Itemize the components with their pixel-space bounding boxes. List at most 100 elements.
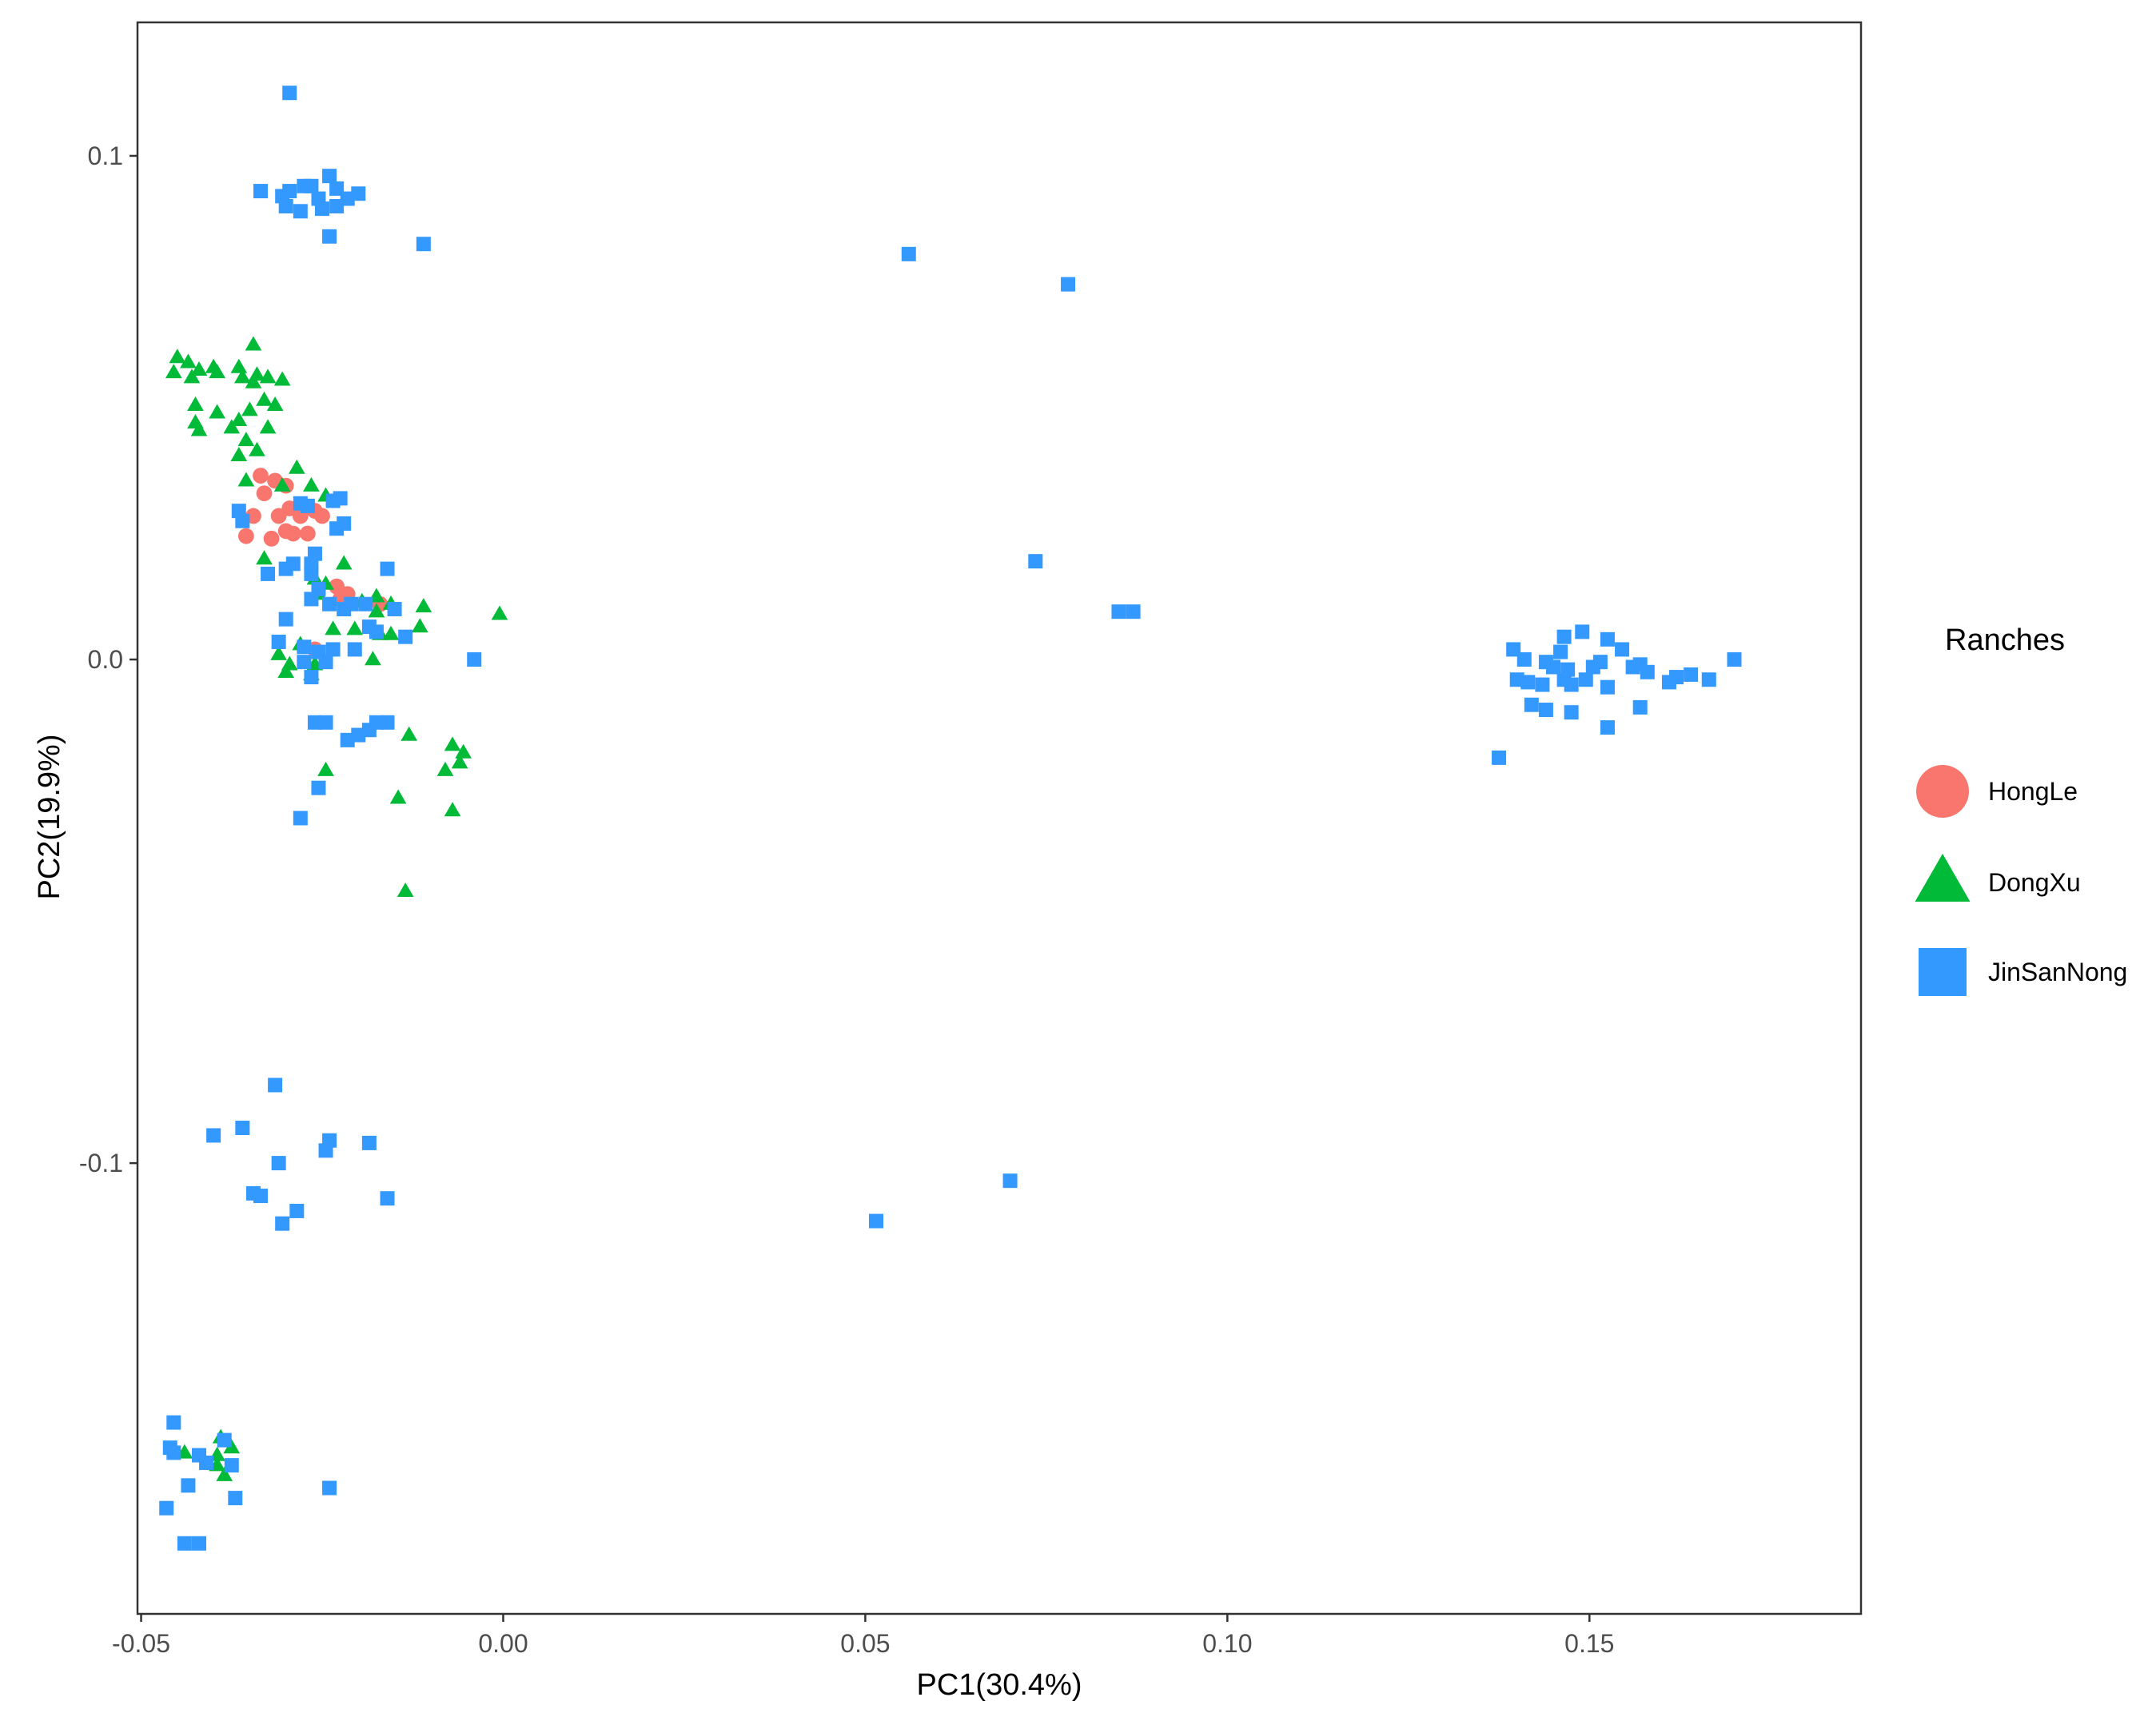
jinsannong-point [253, 1189, 268, 1204]
jinsannong-point [192, 1536, 206, 1551]
dongxu-point [190, 361, 208, 376]
jinsannong-point [275, 1216, 290, 1231]
legend-entries: HongLe DongXu JinSanNong [1915, 765, 2127, 996]
dongxu-point [273, 476, 291, 492]
dongxu-point [190, 421, 208, 436]
legend-key-hongle [1916, 765, 1969, 818]
jinsannong-point [351, 727, 366, 743]
jinsannong-point [351, 186, 366, 201]
hongle-point [314, 508, 330, 524]
dongxu-point [259, 368, 277, 384]
jinsannong-point [282, 86, 297, 101]
dongxu-point [187, 396, 204, 412]
jinsannong-point [1553, 644, 1568, 659]
jinsannong-point [1535, 677, 1550, 692]
dongxu-point [209, 404, 225, 419]
jinsannong-point [282, 184, 297, 199]
jinsannong-point [1640, 664, 1655, 679]
legend-title: Ranches [1945, 623, 2065, 657]
jinsannong-point [322, 1480, 337, 1496]
jinsannong-point [1669, 670, 1684, 685]
jinsannong-point [380, 1191, 395, 1206]
jinsannong-point [380, 715, 395, 730]
jinsannong-point [361, 723, 377, 738]
dongxu-point [444, 802, 461, 817]
jinsannong-point [361, 1135, 377, 1150]
legend-label-jinsannong: JinSanNong [1988, 958, 2127, 986]
points-layer [159, 86, 1742, 1551]
y-axis-title: PC2(19.9%) [33, 735, 66, 900]
dongxu-point [237, 472, 255, 487]
dongxu-point [273, 371, 291, 386]
jinsannong-point [315, 201, 329, 217]
jinsannong-point [235, 513, 250, 528]
dongxu-point [368, 603, 385, 618]
dongxu-point [303, 476, 320, 492]
dongxu-point [346, 620, 364, 635]
jinsannong-point [380, 561, 395, 576]
jinsannong-point [340, 191, 355, 206]
dongxu-point [180, 353, 197, 368]
dongxu-point [365, 651, 381, 666]
dongxu-point [259, 419, 277, 434]
jinsannong-point [159, 1500, 174, 1516]
x-tick-label: 0.00 [478, 1629, 528, 1658]
jinsannong-point [1632, 699, 1648, 715]
legend-label-dongxu: DongXu [1988, 868, 2081, 897]
jinsannong-point [1600, 631, 1615, 647]
jinsannong-point [304, 556, 319, 572]
jinsannong-point [278, 198, 293, 213]
jinsannong-point [297, 655, 312, 670]
jinsannong-point [398, 629, 413, 644]
jinsannong-point [1520, 675, 1536, 690]
jinsannong-point [347, 642, 362, 657]
x-tick-label: -0.05 [112, 1629, 170, 1658]
jinsannong-point [199, 1455, 214, 1470]
jinsannong-point [1028, 554, 1043, 569]
jinsannong-point [416, 237, 431, 252]
jinsannong-point [311, 780, 326, 795]
jinsannong-point [322, 169, 337, 184]
jinsannong-point [329, 181, 345, 196]
jinsannong-point [358, 596, 373, 612]
jinsannong-point [1538, 703, 1553, 718]
jinsannong-point [235, 1120, 250, 1135]
jinsannong-point [333, 491, 348, 506]
jinsannong-point [322, 596, 337, 612]
x-tick-label: 0.05 [840, 1629, 890, 1658]
dongxu-point [288, 459, 305, 474]
jinsannong-point [278, 612, 293, 627]
jinsannong-point [387, 602, 402, 617]
jinsannong-point [271, 634, 286, 649]
jinsannong-point [322, 229, 337, 244]
jinsannong-point [217, 1432, 232, 1448]
jinsannong-point [304, 670, 319, 685]
jinsannong-point [325, 642, 341, 657]
jinsannong-point [467, 652, 482, 667]
dongxu-point [237, 432, 255, 447]
jinsannong-point [166, 1415, 181, 1430]
dongxu-point [455, 743, 472, 759]
dongxu-point [325, 620, 341, 635]
jinsannong-point [869, 1213, 883, 1229]
jinsannong-point [369, 624, 384, 639]
jinsannong-point [1727, 652, 1742, 667]
jinsannong-point [1578, 672, 1593, 687]
jinsannong-point [1556, 629, 1572, 644]
jinsannong-point [1516, 652, 1532, 667]
dongxu-point [209, 364, 225, 379]
jinsannong-point [278, 561, 293, 576]
hongle-point [263, 530, 280, 547]
dongxu-point [169, 349, 186, 364]
dongxu-point [249, 441, 265, 456]
jinsannong-point [1061, 277, 1076, 292]
x-tick-label: 0.10 [1202, 1629, 1252, 1658]
jinsannong-point [1701, 672, 1716, 687]
hongle-point [237, 528, 254, 544]
y-tick-label: 0.0 [88, 645, 123, 674]
dongxu-point [277, 663, 295, 678]
jinsannong-point [1509, 672, 1524, 687]
dongxu-point [411, 618, 428, 633]
